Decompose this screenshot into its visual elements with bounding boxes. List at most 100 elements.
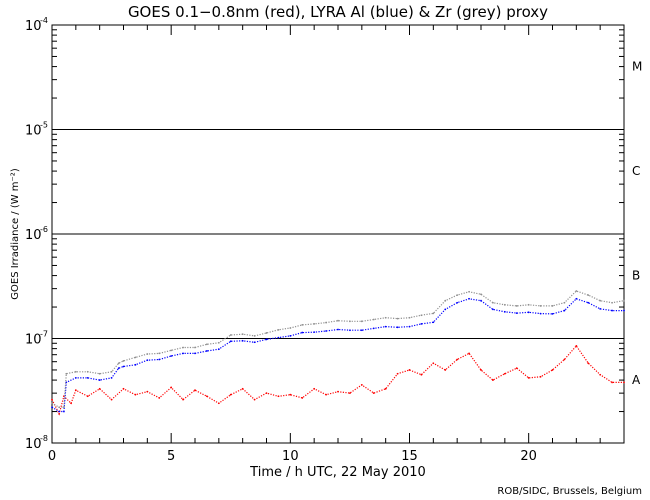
data-point [170,386,173,389]
data-point [360,329,363,332]
data-point [396,317,399,320]
data-point [241,339,244,342]
series-group [51,297,625,413]
data-point [480,293,482,296]
data-point [194,352,196,355]
data-point [301,323,304,326]
flare-class-label: B [632,269,640,283]
data-point [182,398,184,401]
data-point [420,373,423,376]
data-point [575,290,578,292]
y-tick-exponent: -6 [40,225,48,234]
data-point [217,402,220,405]
flare-class-lines [52,129,624,339]
data-point [58,412,61,415]
data-point [456,358,459,361]
data-point [51,406,53,409]
series-group [51,290,625,409]
data-point [611,381,613,384]
data-point [325,393,327,396]
data-series [51,290,625,416]
data-point [527,311,530,314]
data-point [432,312,435,315]
y-tick-exponent: -5 [40,121,48,130]
data-point [325,321,327,324]
data-point [301,331,304,334]
data-point [360,320,363,323]
data-point [539,305,542,307]
data-point [58,410,61,413]
data-point [217,348,220,351]
data-point [289,334,292,337]
data-point [468,297,470,300]
data-point [349,320,351,323]
data-point [182,352,184,355]
data-point [134,363,137,366]
data-point [527,303,530,306]
data-point [599,373,602,376]
data-point [384,325,387,328]
data-point [70,402,72,405]
data-point [396,326,399,329]
data-point [158,352,161,355]
data-point [349,329,351,332]
data-point [289,327,292,329]
data-point [551,305,554,307]
data-point [146,390,149,393]
data-point [515,305,518,307]
data-point [277,395,280,398]
data-point [444,308,447,311]
data-point [587,294,590,297]
y-tick-label: 10 [25,333,42,348]
data-point [170,349,173,352]
chart-title: GOES 0.1−0.8nm (red), LYRA Al (blue) & Z… [128,3,548,21]
data-point [503,303,506,306]
x-tick-label: 15 [401,449,418,464]
data-point [158,397,161,399]
data-point [170,355,173,357]
data-point [599,299,602,302]
data-point [122,360,125,362]
data-point [337,328,339,331]
data-point [408,325,411,328]
data-point [492,379,494,381]
y-tick-label: 10 [25,228,42,243]
data-point [492,301,494,304]
data-point [146,353,149,355]
data-point [241,333,244,336]
data-point [74,376,77,379]
series-group [51,344,625,416]
data-point [337,319,339,322]
y-tick-exponent: -8 [40,434,48,443]
x-tick-labels: 0 5 10 15 20 [48,449,537,464]
data-point [98,379,101,381]
data-point [480,369,482,371]
x-tick-label: 10 [282,449,299,464]
data-point [408,369,411,371]
data-point [456,301,459,304]
flare-class-label: M [632,60,642,74]
data-point [575,344,578,347]
data-point [206,395,208,398]
data-point [372,392,375,395]
data-point [229,340,232,343]
y-tick-label: 10 [25,19,42,34]
data-point [241,387,244,390]
data-point [182,346,184,349]
data-point [527,376,530,379]
x-tick-label: 5 [167,449,175,464]
credit-text: ROB/SIDC, Brussels, Belgium [497,486,642,497]
data-point [503,372,506,375]
data-point [539,312,542,315]
data-point [313,322,316,325]
axis-ticks [51,24,625,444]
data-point [349,392,351,395]
data-point [384,316,387,319]
y-tick-labels: 10-810-710-610-510-4 [25,16,48,452]
data-point [551,312,554,315]
data-point [122,365,125,368]
data-point [456,294,459,297]
data-point [623,299,625,302]
data-point [117,367,120,370]
data-point [98,387,101,390]
